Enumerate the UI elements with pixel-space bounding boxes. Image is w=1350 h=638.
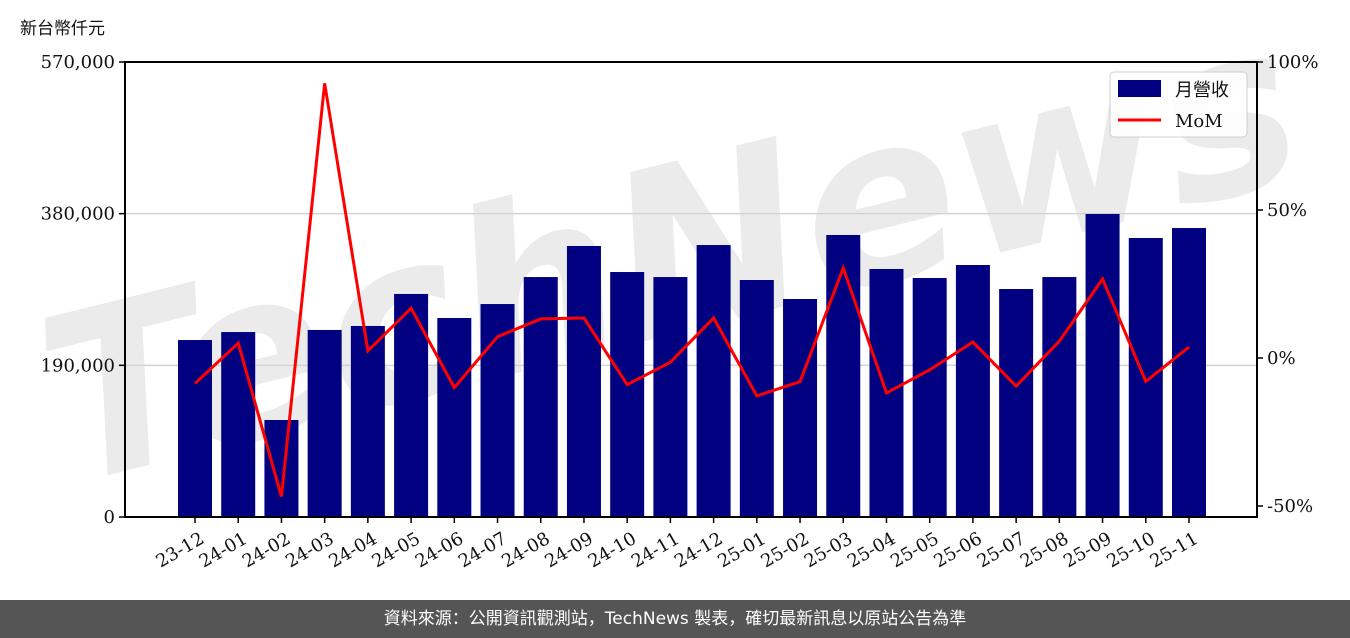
bar-25-06 <box>955 264 990 517</box>
left-tick-label: 0 <box>104 507 115 528</box>
right-tick-label: 100% <box>1267 52 1318 73</box>
x-tick-label: 25-04 <box>844 528 899 572</box>
bar-24-03 <box>307 329 342 517</box>
bar-25-03 <box>826 234 861 517</box>
legend-bar-swatch <box>1118 80 1161 97</box>
bar-25-01 <box>739 280 774 517</box>
x-tick-label: 24-07 <box>455 528 510 572</box>
x-tick-label: 25-07 <box>974 528 1029 572</box>
right-tick-label: 0% <box>1267 348 1296 369</box>
x-tick-label: 24-10 <box>585 528 640 572</box>
x-tick-label: 25-09 <box>1060 528 1115 572</box>
x-tick-label: 25-06 <box>930 528 985 572</box>
bar-25-07 <box>999 289 1034 517</box>
x-tick-label: 25-10 <box>1103 528 1158 572</box>
x-tick-label: 24-09 <box>541 528 596 572</box>
plot-frame <box>124 61 1258 518</box>
bar-24-02 <box>264 420 299 517</box>
legend-label-revenue: 月營收 <box>1175 80 1229 101</box>
x-tick-label: 25-01 <box>714 528 769 572</box>
revenue-chart: TechNews0190,000380,000570,000-50%0%50%1… <box>17 0 1325 572</box>
bar-25-09 <box>1085 213 1120 517</box>
bar-24-06 <box>437 317 472 517</box>
bar-25-10 <box>1128 238 1163 517</box>
x-tick-label: 25-05 <box>887 528 942 572</box>
x-tick-label: 24-03 <box>282 528 337 572</box>
x-tick-label: 23-12 <box>152 528 207 572</box>
bar-25-02 <box>783 298 818 517</box>
bar-23-12 <box>178 340 212 517</box>
x-tick-label: 25-11 <box>1146 528 1201 572</box>
right-tick-label: 50% <box>1267 200 1307 221</box>
left-tick-label: 190,000 <box>41 355 115 376</box>
y-axis-unit-label: 新台幣仟元 <box>20 19 105 39</box>
x-tick-label: 24-01 <box>196 528 251 572</box>
x-tick-label: 24-02 <box>239 528 294 572</box>
left-tick-label: 570,000 <box>41 52 115 73</box>
bar-24-07 <box>480 304 515 517</box>
x-tick-label: 24-04 <box>325 528 380 572</box>
bar-24-11 <box>653 277 688 517</box>
bar-24-08 <box>523 277 558 517</box>
x-tick-label: 25-02 <box>758 528 813 572</box>
bar-24-10 <box>610 272 645 517</box>
x-tick-label: 24-05 <box>369 528 424 572</box>
x-tick-label: 24-08 <box>498 528 553 572</box>
x-tick-label: 24-12 <box>671 528 726 572</box>
x-tick-label: 24-06 <box>412 528 467 572</box>
legend-label-mom: MoM <box>1175 111 1223 132</box>
bar-24-04 <box>350 325 385 517</box>
source-footer: 資料來源：公開資訊觀測站，TechNews 製表，確切最新訊息以原站公告為準 <box>0 600 1350 638</box>
x-tick-label: 24-11 <box>628 528 683 572</box>
x-tick-label: 25-08 <box>1017 528 1072 572</box>
mom-line <box>193 83 1190 497</box>
bar-24-12 <box>696 245 731 517</box>
bar-24-01 <box>221 332 256 517</box>
bar-25-08 <box>1042 277 1077 517</box>
bar-24-09 <box>566 245 601 518</box>
bar-25-11 <box>1172 228 1206 517</box>
bar-25-05 <box>912 278 947 517</box>
x-tick-label: 25-03 <box>801 528 856 572</box>
right-tick-label: -50% <box>1267 496 1313 517</box>
left-tick-label: 380,000 <box>41 204 115 225</box>
